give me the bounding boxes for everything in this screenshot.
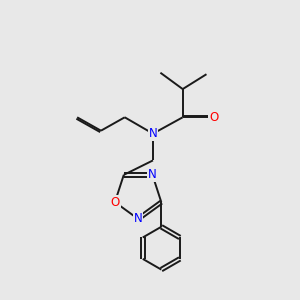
Text: N: N xyxy=(148,168,157,182)
Text: N: N xyxy=(148,127,157,140)
Text: O: O xyxy=(110,196,120,208)
Text: O: O xyxy=(210,111,219,124)
Text: N: N xyxy=(134,212,142,226)
